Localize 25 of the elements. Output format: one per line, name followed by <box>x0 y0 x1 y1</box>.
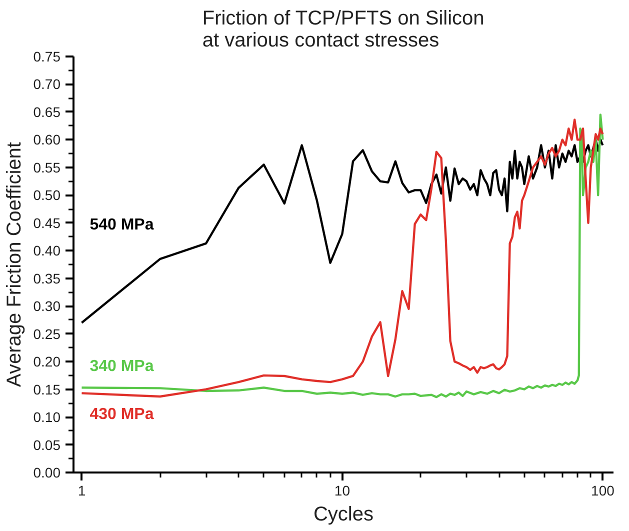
y-tick-label: 0.40 <box>33 242 61 259</box>
y-tick-label: 0.35 <box>33 270 61 286</box>
series-label: 430 MPa <box>90 406 154 423</box>
y-tick-label: 0.75 <box>33 48 61 64</box>
y-tick-label: 0.20 <box>33 354 61 370</box>
x-tick-label: 1 <box>78 482 86 498</box>
y-tick-label: 0.05 <box>33 436 61 453</box>
y-tick-label: 0.10 <box>33 409 61 426</box>
y-tick-label: 0.25 <box>33 326 61 342</box>
series-label: 340 MPa <box>90 358 154 375</box>
y-tick-label: 0.70 <box>33 76 61 92</box>
y-tick-label: 0.00 <box>33 464 61 480</box>
y-tick-label: 0.60 <box>33 132 61 148</box>
y-tick-label: 0.55 <box>33 159 61 176</box>
x-tick-label: 100 <box>591 482 615 498</box>
series-label: 540 MPa <box>90 216 154 234</box>
y-tick-label: 0.65 <box>33 104 61 120</box>
y-tick-label: 0.45 <box>33 214 61 231</box>
chart-title: Friction of TCP/PFTS on Silicon at various contact stresses <box>202 8 484 52</box>
y-axis-title: Average Friction Coefficient <box>3 142 26 387</box>
y-tick-label: 0.50 <box>33 187 61 204</box>
y-tick-label: 0.15 <box>33 381 61 398</box>
y-tick-label: 0.30 <box>33 298 61 314</box>
x-tick-label: 10 <box>334 482 350 498</box>
x-axis-title: Cycles <box>313 504 374 526</box>
